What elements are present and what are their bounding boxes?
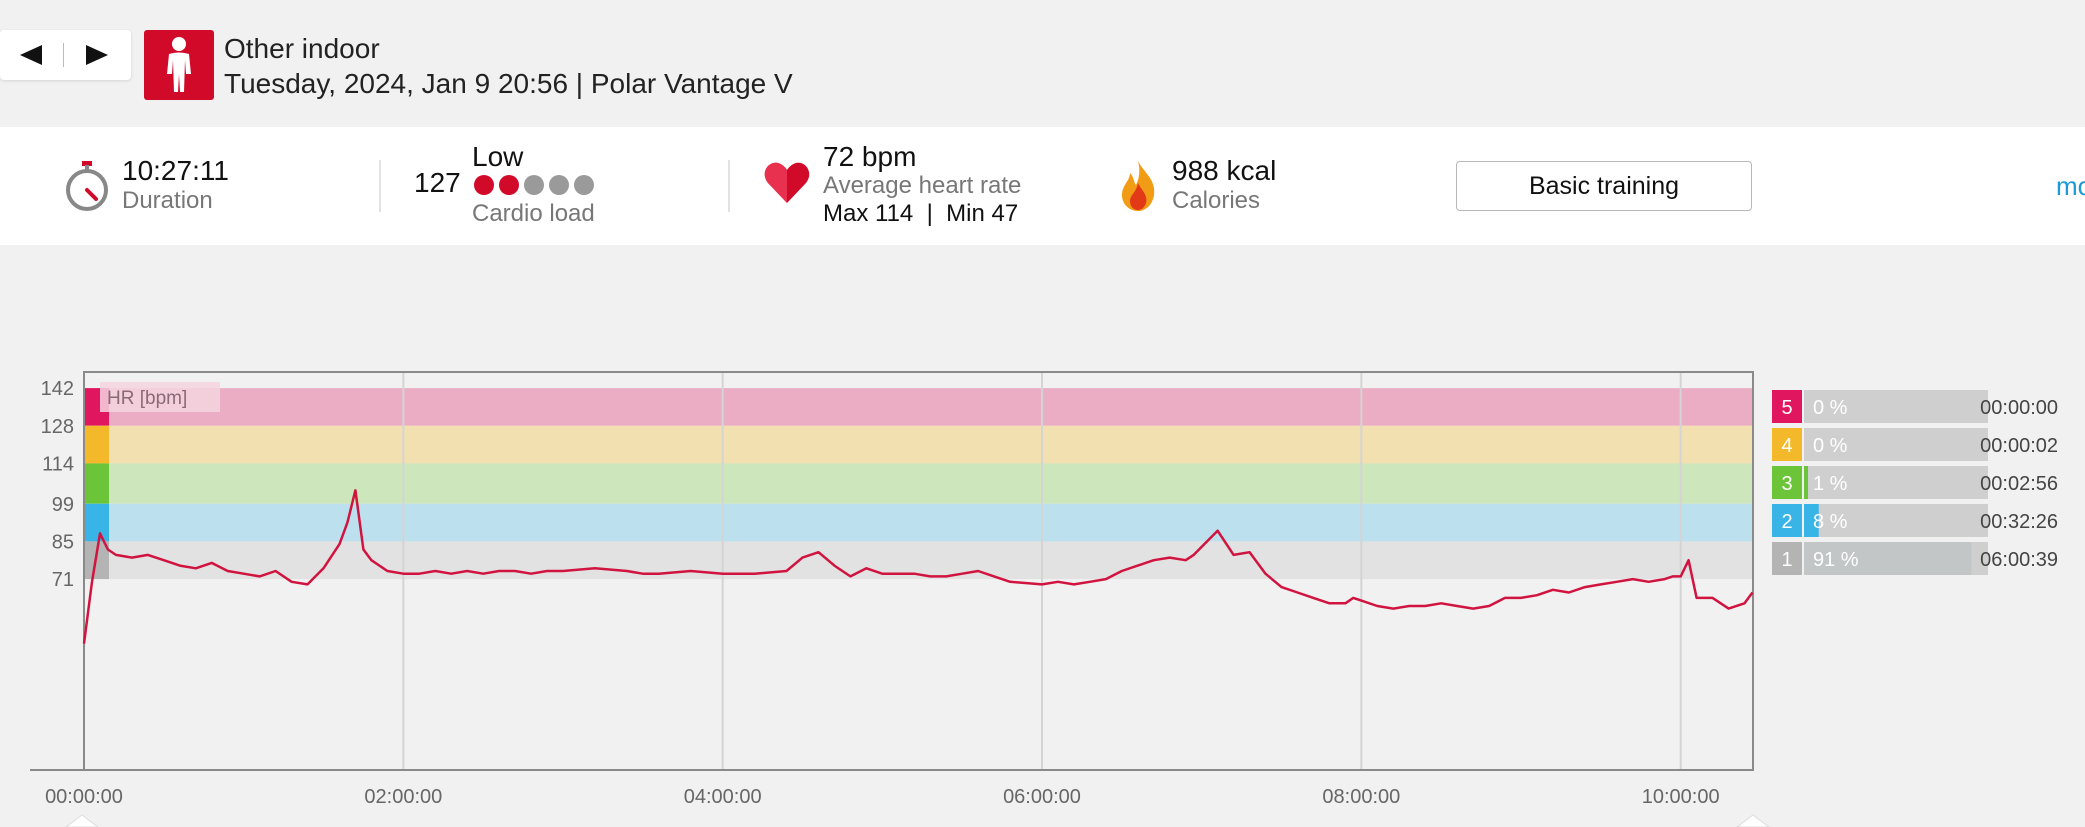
zone-percent: 1 % [1813, 473, 1848, 495]
zone-number: 4 [1781, 435, 1792, 457]
zone-time: 00:02:56 [1980, 473, 2058, 495]
cardio-load-dot [524, 175, 544, 195]
zone-time: 06:00:39 [1980, 549, 2058, 571]
zone-percent: 8 % [1813, 511, 1848, 533]
nav-divider [63, 43, 64, 67]
zone-number-cell [1772, 390, 1802, 423]
flame-icon [1122, 161, 1155, 211]
summary-divider [379, 160, 381, 212]
zone-percent: 0 % [1813, 397, 1848, 419]
stopwatch-icon [66, 161, 108, 211]
series-label-box [100, 382, 220, 412]
duration-value: 10:27:11 [122, 155, 229, 186]
avg-heart-rate-value: 72 bpm [823, 141, 917, 172]
triangle-left-icon [20, 45, 42, 65]
zone-percent: 91 % [1813, 549, 1859, 571]
zone-bar-track [1804, 390, 1988, 423]
heart-rate-max-min: Max 114 | Min 47 [823, 200, 1019, 227]
avg-heart-rate-label: Average heart rate [823, 172, 1022, 199]
zone-bar-track [1804, 428, 1988, 461]
zone-bar-fill [1804, 542, 1972, 575]
x-tick-label: 02:00:00 [364, 786, 442, 808]
y-tick-label: 99 [52, 494, 74, 516]
cardio-load-dot [474, 175, 494, 195]
zone-percent: 0 % [1813, 435, 1848, 457]
more-link[interactable]: mo [2056, 171, 2085, 201]
x-tick-label: 06:00:00 [1003, 786, 1081, 808]
cardio-load-value: 127 [414, 167, 461, 198]
cardio-load-dot [549, 175, 569, 195]
zone-number: 5 [1781, 397, 1792, 419]
zone-time: 00:32:26 [1980, 511, 2058, 533]
zone-number: 2 [1781, 511, 1792, 533]
y-tick-label: 114 [42, 453, 74, 475]
training-summary: 10:27:11 Duration 127 Low Cardio load 72… [0, 127, 2085, 245]
calories-value: 988 kcal [1172, 155, 1277, 186]
zone-bar-track [1804, 466, 1988, 499]
x-tick-label: 10:00:00 [1642, 786, 1720, 808]
series-label: HR [bpm] [107, 388, 187, 409]
zone-band-2 [84, 503, 1753, 542]
zone-number-cell [1772, 542, 1802, 575]
y-tick-label: 142 [41, 378, 74, 400]
y-tick-label: 85 [52, 531, 74, 553]
zone-number-cell [1772, 504, 1802, 537]
workout-nav [0, 30, 131, 80]
x-tick-label: 00:00:00 [45, 786, 123, 808]
basic-training-button[interactable]: Basic training [1456, 161, 1752, 211]
zone-band-4 [84, 425, 1753, 464]
zone-band-3 [84, 463, 1753, 504]
heart-rate-line [82, 489, 1754, 644]
y-tick-label: 128 [41, 416, 74, 438]
summary-divider [728, 160, 730, 212]
sport-name: Other indoor [224, 33, 380, 64]
zone-bar-fill [1804, 466, 1808, 499]
cardio-load-level: Low [472, 141, 524, 172]
x-tick-label: 08:00:00 [1322, 786, 1400, 808]
zone-number-cell [1772, 466, 1802, 499]
zone-number: 1 [1781, 549, 1792, 571]
triangle-right-icon [86, 45, 108, 65]
zone-bar-fill [1804, 504, 1819, 537]
cardio-load-dot [574, 175, 594, 195]
range-end-handle [1736, 814, 1770, 827]
calories-label: Calories [1172, 187, 1261, 214]
zone-number-cell [1772, 428, 1802, 461]
x-tick-label: 04:00:00 [684, 786, 762, 808]
zone-swatch-3 [85, 463, 109, 504]
zone-band-5 [84, 388, 1753, 426]
zone-swatch-4 [85, 425, 109, 464]
range-start-handle [65, 814, 99, 827]
sport-icon-badge [144, 30, 214, 100]
zone-bar-track [1804, 504, 1988, 537]
cardio-load-dot [499, 175, 519, 195]
zone-time: 00:00:00 [1980, 397, 2058, 419]
workout-datetime-device: Tuesday, 2024, Jan 9 20:56 | Polar Vanta… [224, 68, 793, 99]
heart-icon [764, 162, 810, 203]
y-tick-label: 71 [52, 569, 74, 591]
person-standing-icon [167, 37, 191, 92]
duration-label: Duration [122, 187, 213, 214]
cardio-load-label: Cardio load [472, 200, 595, 227]
next-workout-button[interactable] [76, 40, 116, 70]
heart-rate-chart-svg: 00:00:00 02:00:00 04:00:00 06:00:00 08:00:00… [30, 371, 2058, 827]
heart-rate-chart: 00:00:00 02:00:00 04:00:00 06:00:00 08:00:00… [0, 250, 2085, 827]
plot-frame [83, 371, 1754, 771]
zone-number: 3 [1781, 473, 1792, 495]
zone-time: 00:00:02 [1980, 435, 2058, 457]
zone-swatch-2 [85, 503, 109, 542]
previous-workout-button[interactable] [12, 40, 52, 70]
